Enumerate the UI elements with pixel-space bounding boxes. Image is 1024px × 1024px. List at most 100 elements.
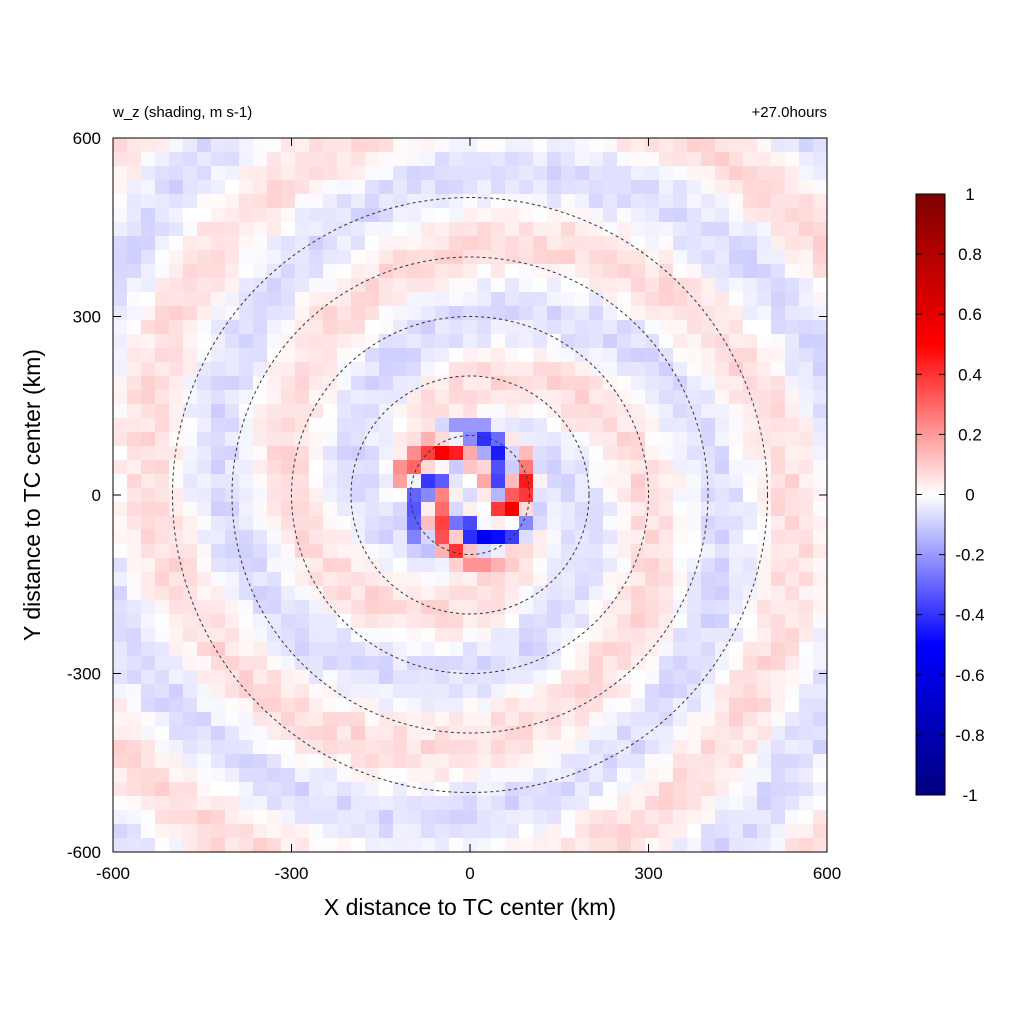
shading-cell: [309, 824, 324, 839]
shading-cell: [169, 446, 184, 461]
shading-cell: [603, 194, 618, 209]
shading-cell: [477, 824, 492, 839]
shading-cell: [351, 740, 366, 755]
shading-cell: [449, 740, 464, 755]
shading-cell: [785, 558, 800, 573]
shading-cell: [561, 726, 576, 741]
shading-cell: [407, 544, 422, 559]
shading-cell: [267, 362, 282, 377]
shading-cell: [617, 810, 632, 825]
shading-cell: [379, 726, 394, 741]
shading-cell: [463, 768, 478, 783]
shading-cell: [211, 628, 226, 643]
shading-cell: [813, 684, 827, 699]
shading-cell: [813, 796, 827, 811]
shading-cell: [127, 362, 142, 377]
shading-cell: [239, 572, 254, 587]
shading-cell: [155, 796, 170, 811]
shading-cell: [715, 250, 730, 265]
shading-cell: [141, 432, 156, 447]
shading-cell: [561, 236, 576, 251]
colorbar-tick-label: 1: [965, 185, 974, 204]
shading-cell: [617, 194, 632, 209]
shading-cell: [253, 138, 268, 153]
shading-cell: [799, 558, 814, 573]
shading-cell: [491, 684, 506, 699]
shading-cell: [645, 376, 660, 391]
shading-cell: [659, 236, 674, 251]
shading-cell: [351, 768, 366, 783]
shading-cell: [505, 712, 520, 727]
shading-cell: [127, 698, 142, 713]
shading-cell: [155, 306, 170, 321]
shading-cell: [435, 404, 450, 419]
shading-cell: [253, 208, 268, 223]
shading-cell: [477, 656, 492, 671]
shading-cell: [785, 838, 800, 852]
shading-cell: [323, 572, 338, 587]
shading-cell: [323, 544, 338, 559]
shading-cell: [155, 586, 170, 601]
range-circle: [172, 197, 768, 793]
shading-cell: [169, 824, 184, 839]
shading-cell: [197, 236, 212, 251]
x-tick-label: 600: [813, 864, 841, 883]
shading-cell: [239, 614, 254, 629]
shading-cell: [295, 362, 310, 377]
shading-cell: [575, 754, 590, 769]
shading-cell: [211, 474, 226, 489]
shading-cell: [463, 684, 478, 699]
shading-cell: [183, 628, 198, 643]
shading-cell: [379, 488, 394, 503]
shading-cell: [799, 432, 814, 447]
shading-cell: [533, 194, 548, 209]
shading-cell: [687, 516, 702, 531]
shading-cell: [519, 670, 534, 685]
shading-cell: [267, 824, 282, 839]
shading-cell: [771, 670, 786, 685]
shading-cell: [757, 810, 772, 825]
shading-cell: [449, 236, 464, 251]
shading-cell: [155, 516, 170, 531]
shading-cell: [743, 656, 758, 671]
shading-cell: [477, 572, 492, 587]
shading-cell: [589, 474, 604, 489]
shading-cell: [673, 572, 688, 587]
shading-cell: [295, 138, 310, 153]
shading-cell: [771, 278, 786, 293]
shading-cell: [603, 642, 618, 657]
shading-cell: [211, 544, 226, 559]
shading-cell: [155, 670, 170, 685]
shading-cell: [169, 530, 184, 545]
shading-cell: [813, 726, 827, 741]
shading-cell: [687, 698, 702, 713]
shading-cell: [547, 138, 562, 153]
shading-cell: [785, 180, 800, 195]
shading-cell: [813, 166, 827, 181]
shading-cell: [715, 194, 730, 209]
shading-cell: [715, 670, 730, 685]
shading-cell: [393, 614, 408, 629]
shading-cell: [463, 740, 478, 755]
shading-cell: [617, 838, 632, 852]
shading-cell: [701, 544, 716, 559]
shading-cell: [645, 390, 660, 405]
shading-cell: [603, 278, 618, 293]
shading-cell: [449, 502, 464, 517]
colorbar-tick-label: 0.6: [958, 305, 982, 324]
shading-cell: [533, 460, 548, 475]
shading-cell: [491, 712, 506, 727]
shading-cell: [463, 236, 478, 251]
shading-cell: [617, 502, 632, 517]
shading-cell: [225, 516, 240, 531]
shading-cell: [673, 516, 688, 531]
y-tick-label: 0: [92, 486, 101, 505]
shading-cell: [239, 600, 254, 615]
shading-cell: [197, 138, 212, 153]
shading-cell: [337, 166, 352, 181]
shading-cell: [519, 516, 534, 531]
shading-cell: [323, 642, 338, 657]
shading-cell: [743, 222, 758, 237]
shading-cell: [771, 530, 786, 545]
